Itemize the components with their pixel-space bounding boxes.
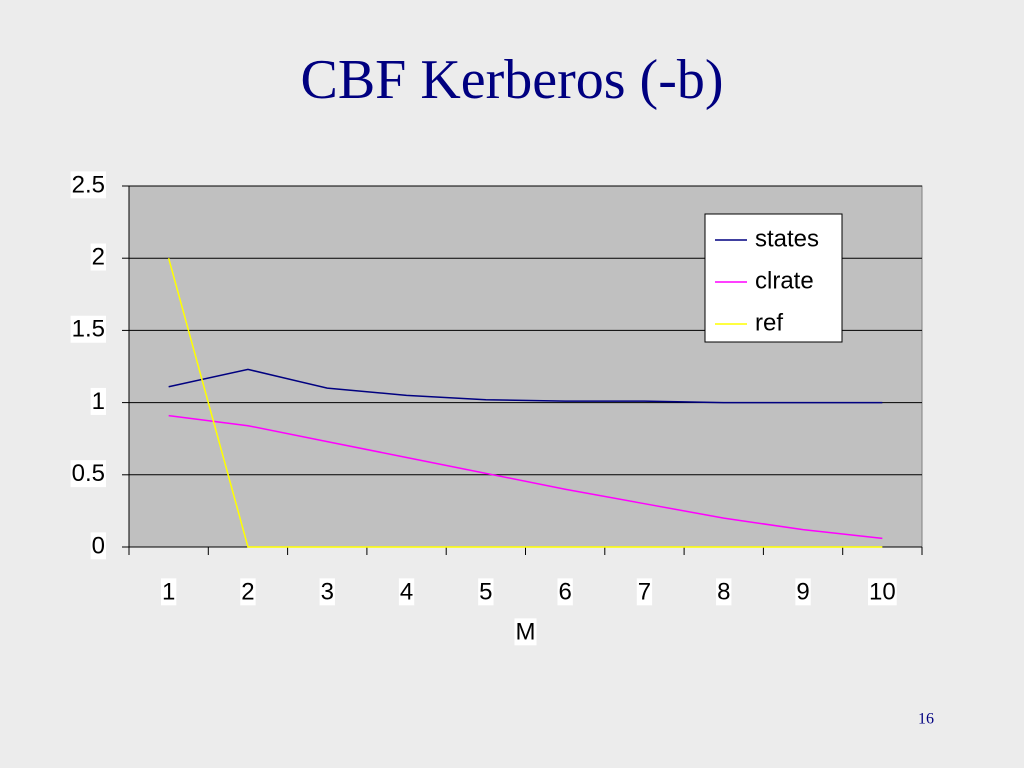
label-background [70, 171, 106, 199]
x-tick-label: 6 [558, 578, 571, 605]
y-tick-label: 1.5 [72, 316, 105, 343]
label-background [557, 578, 573, 606]
x-tick-label: 3 [321, 578, 334, 605]
x-tick-label: 2 [241, 578, 254, 605]
x-axis-title: M [516, 618, 536, 645]
label-background [240, 578, 256, 606]
series-line [167, 258, 883, 548]
y-tick-label: 0 [92, 532, 105, 559]
label-background [478, 578, 494, 606]
label-background [398, 578, 415, 606]
x-tick-label: 9 [796, 578, 809, 605]
x-tick-label: 8 [717, 578, 730, 605]
x-tick-label: 1 [162, 578, 175, 605]
legend-label: clrate [755, 267, 814, 294]
label-background [70, 460, 106, 488]
label-background [636, 578, 653, 606]
label-background [90, 243, 106, 271]
y-tick-label: 2.5 [72, 171, 105, 198]
chart-title: CBF Kerberos (-b) [300, 49, 723, 111]
series-line [168, 368, 883, 404]
label-background [90, 532, 106, 560]
x-tick-label: 5 [479, 578, 492, 605]
y-tick-label: 1 [92, 388, 105, 415]
label-background [716, 578, 732, 606]
label-background [319, 578, 335, 606]
label-background [90, 387, 106, 415]
series-line [168, 414, 883, 540]
legend-label: states [755, 225, 819, 252]
label-background [160, 578, 177, 606]
x-tick-label: 7 [638, 578, 651, 605]
legend-label: ref [755, 309, 783, 336]
page-number: 16 [918, 711, 934, 728]
label-background [514, 618, 537, 646]
label-background [70, 315, 106, 343]
label-background [867, 578, 897, 606]
x-tick-label: 10 [869, 578, 896, 605]
x-tick-label: 4 [400, 578, 413, 605]
y-tick-label: 0.5 [72, 460, 105, 487]
label-background [795, 578, 811, 606]
y-tick-label: 2 [92, 244, 105, 271]
legend-box [704, 213, 843, 343]
